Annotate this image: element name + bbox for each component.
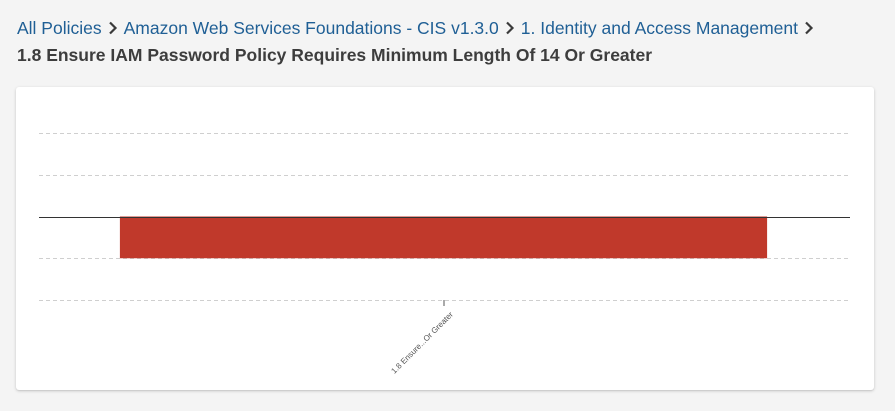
breadcrumb-link-section[interactable]: 1. Identity and Access Management	[520, 17, 799, 38]
bar-chart: 1.8 Ensure...Or Greater	[39, 133, 850, 376]
chart-card: 1.8 Ensure...Or Greater	[16, 87, 874, 390]
chevron-right-icon	[499, 21, 521, 35]
chevron-right-icon	[102, 21, 124, 35]
x-tick-label: 1.8 Ensure...Or Greater	[389, 310, 455, 376]
breadcrumb-trail: All Policies Amazon Web Services Foundat…	[17, 15, 877, 41]
grid-lines	[39, 133, 848, 301]
bars	[119, 216, 768, 259]
breadcrumb-link-benchmark[interactable]: Amazon Web Services Foundations - CIS v1…	[123, 17, 499, 38]
chevron-right-icon	[798, 21, 820, 35]
bar[interactable]	[119, 216, 768, 259]
page-title: 1.8 Ensure IAM Password Policy Requires …	[17, 45, 653, 65]
breadcrumb-link-all-policies[interactable]: All Policies	[17, 17, 102, 38]
breadcrumb: All Policies Amazon Web Services Foundat…	[17, 15, 877, 68]
